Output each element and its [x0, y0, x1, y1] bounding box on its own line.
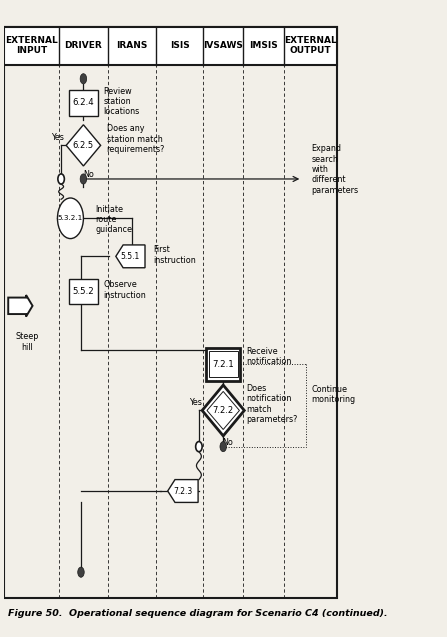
Circle shape — [80, 174, 87, 184]
Text: 5.3.2.1: 5.3.2.1 — [58, 215, 83, 221]
Text: Does any
station match
requirements?: Does any station match requirements? — [106, 124, 165, 154]
Text: Yes: Yes — [51, 133, 63, 142]
Polygon shape — [168, 480, 198, 503]
Text: No: No — [223, 438, 233, 447]
Text: DRIVER: DRIVER — [64, 41, 102, 50]
Text: ISIS: ISIS — [170, 41, 190, 50]
Bar — [206, 348, 240, 381]
Circle shape — [80, 74, 87, 84]
Text: EXTERNAL
INPUT: EXTERNAL INPUT — [5, 36, 58, 55]
FancyArrow shape — [8, 295, 33, 317]
Text: First
instruction: First instruction — [153, 245, 196, 265]
Text: IMSIS: IMSIS — [249, 41, 278, 50]
Text: 7.2.3: 7.2.3 — [173, 487, 193, 496]
Text: IRANS: IRANS — [116, 41, 148, 50]
Text: Receive
notification: Receive notification — [246, 347, 291, 366]
Text: Yes: Yes — [189, 398, 202, 407]
Text: 6.2.5: 6.2.5 — [73, 141, 94, 150]
Text: Figure 50.  Operational sequence diagram for Scenario C4 (continued).: Figure 50. Operational sequence diagram … — [8, 609, 387, 618]
Polygon shape — [207, 391, 240, 429]
Circle shape — [58, 198, 84, 239]
Text: IVSAWS: IVSAWS — [203, 41, 243, 50]
Text: 5.5.2: 5.5.2 — [72, 287, 94, 296]
Text: 5.5.1: 5.5.1 — [121, 252, 140, 261]
Text: 6.2.4: 6.2.4 — [72, 98, 94, 108]
Text: Review
station
locations: Review station locations — [104, 87, 140, 117]
Polygon shape — [202, 385, 245, 436]
Text: Expand
search
with
different
parameters: Expand search with different parameters — [311, 144, 358, 195]
Text: 7.2.2: 7.2.2 — [213, 406, 234, 415]
Text: Continue
monitoring: Continue monitoring — [311, 385, 355, 404]
Text: 7.2.1: 7.2.1 — [212, 360, 234, 369]
Circle shape — [220, 441, 227, 452]
Polygon shape — [66, 125, 101, 166]
Circle shape — [58, 174, 64, 184]
Circle shape — [78, 567, 84, 577]
Polygon shape — [116, 245, 145, 268]
Bar — [69, 278, 98, 304]
Text: Observe
instruction: Observe instruction — [104, 280, 147, 299]
Text: Steep
hill: Steep hill — [15, 333, 38, 352]
Text: Does
notification
match
parameters?: Does notification match parameters? — [247, 384, 298, 424]
Circle shape — [196, 441, 202, 452]
Bar — [4, 27, 337, 65]
Bar — [209, 352, 238, 377]
Text: EXTERNAL
OUTPUT: EXTERNAL OUTPUT — [284, 36, 337, 55]
Text: No: No — [83, 170, 94, 179]
Bar — [69, 90, 98, 115]
Text: Initiate
route
guidance: Initiate route guidance — [96, 204, 133, 234]
Bar — [4, 27, 337, 598]
